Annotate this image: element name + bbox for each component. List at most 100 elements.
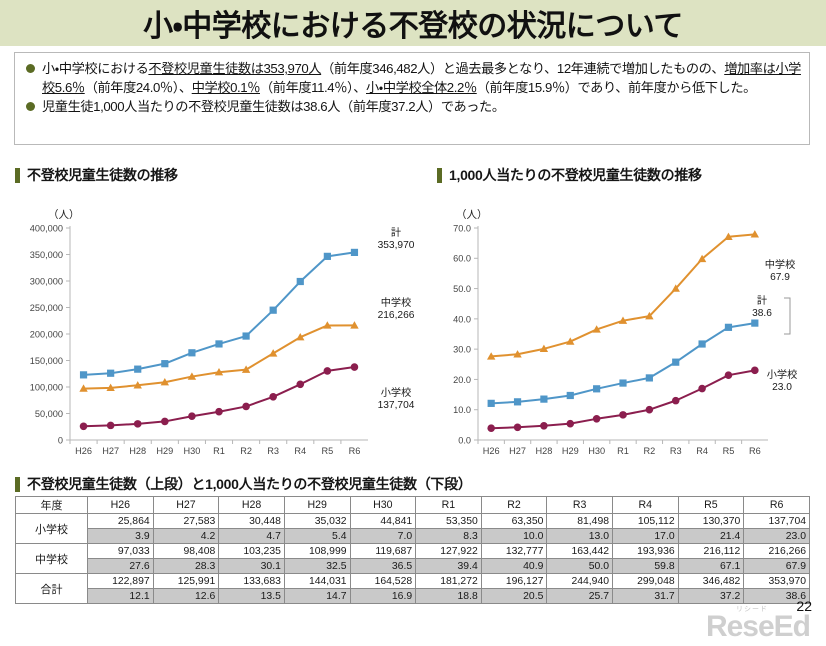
data-point-marker [513, 423, 522, 432]
data-point-marker [133, 381, 142, 389]
data-point-marker [645, 405, 654, 414]
y-axis-tick-label: 150,000 [30, 356, 63, 366]
table-cell-rate: 37.2 [677, 588, 745, 604]
x-axis-tick-label: R6 [349, 446, 361, 456]
data-point-marker [241, 365, 251, 373]
table-cell-rate: 21.4 [677, 528, 745, 544]
table-cell-rate: 7.0 [349, 528, 417, 544]
data-point-marker [268, 349, 278, 357]
table-cell-rate: 13.5 [218, 588, 285, 604]
data-point-marker [296, 277, 304, 286]
table-cell-rate: 12.1 [87, 588, 154, 604]
table-cell-rate: 20.5 [480, 588, 548, 604]
table-cell-rate: 3.9 [87, 528, 154, 544]
data-point-marker [619, 411, 627, 419]
data-point-marker [724, 371, 733, 379]
x-axis-tick-label: H28 [535, 446, 552, 456]
data-point-marker [188, 412, 196, 421]
annotation-series-name: 計 [757, 295, 767, 307]
section-header-left-chart: 不登校児童生徒数の推移 [15, 165, 178, 185]
summary-bullet-2-text: 児童生徒1,000人当たりの不登校児童生徒数は38.6人（前年度37.2人）であ… [42, 99, 505, 114]
watermark-ruby: リシード [736, 606, 768, 613]
table-column-header: R3 [546, 496, 613, 514]
table-column-header: R2 [480, 496, 548, 514]
data-point-marker [724, 232, 733, 240]
y-axis-tick-label: 0.0 [458, 435, 471, 445]
data-point-marker [215, 340, 223, 348]
data-point-marker [487, 424, 495, 432]
table-cell-count: 122,897 [87, 573, 154, 589]
table-column-header: H30 [349, 496, 417, 514]
series-line [83, 324, 355, 390]
x-axis-tick-label: R1 [617, 446, 629, 456]
table-cell-rate: 28.3 [152, 558, 220, 574]
table-cell-count: 53,350 [415, 513, 482, 529]
x-axis-tick-label: R4 [696, 446, 708, 456]
table-cell-rate: 59.8 [612, 558, 679, 574]
table-cell-count: 244,940 [546, 573, 613, 589]
data-point-marker [161, 417, 169, 426]
x-axis-tick-label: H27 [102, 446, 119, 456]
table-cell-rate: 27.6 [87, 558, 154, 574]
y-axis-tick-label: 350,000 [30, 250, 63, 260]
table-cell-rate: 67.9 [743, 558, 810, 574]
table-cell-rate: 39.4 [415, 558, 482, 574]
y-axis-tick-label: 100,000 [30, 382, 63, 392]
annotation-series-value: 38.6 [752, 308, 772, 319]
data-point-marker [592, 325, 601, 333]
y-axis-tick-label: 70.0 [453, 223, 471, 233]
table-cell-rate: 16.9 [349, 588, 417, 604]
data-point-marker [698, 384, 706, 393]
table-cell-count: 30,448 [218, 513, 285, 529]
table-row: 小学校 25,864 27,583 30,448 35,032 44,841 53,350 6… [15, 513, 810, 544]
annotation-series-value: 216,266 [378, 310, 415, 321]
data-point-marker [751, 319, 759, 327]
bullet-dot-icon [26, 102, 35, 111]
data-point-marker [618, 316, 628, 324]
section-header-left-chart-label: 不登校児童生徒数の推移 [27, 167, 178, 183]
x-axis-tick-label: R2 [643, 446, 655, 456]
data-point-marker [566, 419, 575, 428]
data-point-marker [106, 421, 115, 430]
annotation-series-value: 23.0 [772, 382, 792, 393]
table-cell-rate: 32.5 [283, 558, 351, 574]
x-axis-tick-label: H26 [483, 446, 500, 456]
data-point-marker [296, 380, 305, 389]
y-axis-tick-label: 10.0 [453, 405, 471, 415]
y-axis-tick-label: 30.0 [453, 345, 471, 355]
annotation-series-name: 小学校 [767, 368, 798, 381]
data-point-marker [323, 321, 332, 329]
y-axis-tick-label: 50.0 [453, 284, 471, 294]
data-point-marker [160, 378, 170, 386]
table-cell-count: 97,033 [87, 543, 154, 559]
table-cell-count: 196,127 [480, 573, 548, 589]
x-axis-tick-label: R2 [240, 446, 252, 456]
data-point-marker [592, 415, 601, 423]
table-corner-label: 年度 [15, 496, 88, 514]
table-cell-count: 137,704 [743, 513, 810, 529]
table-column-header: R6 [743, 496, 810, 514]
data-point-marker [187, 372, 197, 380]
table-cell-count: 299,048 [612, 573, 679, 589]
table-cell-rate: 38.6 [743, 588, 810, 604]
table-cell-rate: 31.7 [612, 588, 679, 604]
data-point-marker [242, 332, 250, 340]
table-row-label: 合計 [15, 573, 88, 604]
data-point-marker [540, 395, 548, 403]
section-header-table-label: 不登校児童生徒数（上段）と1,000人当たりの不登校児童生徒数（下段） [27, 476, 472, 492]
table-row: 3.9 4.2 4.7 5.4 7.0 8.3 10.0 13.0 17.0 21.4 23.0 [16, 528, 810, 544]
data-point-marker [593, 385, 601, 393]
table-cell-rate: 30.1 [218, 558, 285, 574]
table-cell-rate: 50.0 [546, 558, 613, 574]
data-point-marker [133, 420, 142, 428]
y-axis-tick-label: 60.0 [453, 254, 471, 264]
data-point-marker [724, 323, 733, 331]
data-point-marker [540, 421, 548, 430]
table-cell-rate: 8.3 [415, 528, 482, 544]
data-point-marker [269, 306, 277, 314]
x-axis-tick-label: R4 [294, 446, 306, 456]
table-column-header: H28 [218, 496, 285, 514]
